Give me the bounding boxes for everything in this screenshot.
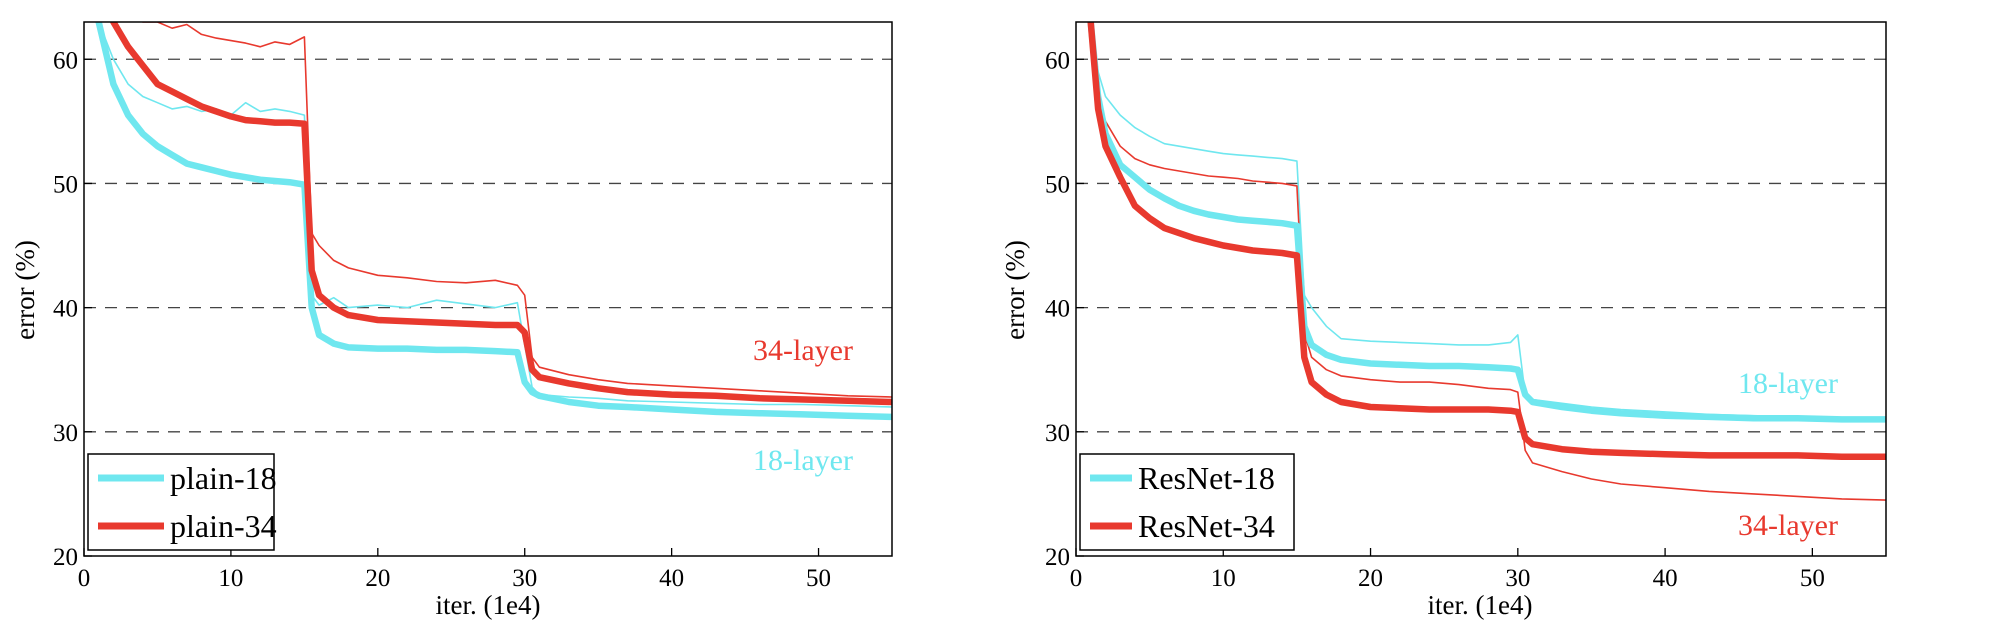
left-legend-label-plain-34: plain-34 [170,508,277,544]
left-y-tick-label-20: 20 [53,544,78,571]
left-plot-frame [83,21,893,557]
right-x-tick-label-10: 10 [1211,565,1236,592]
left-x-tick-label-10: 10 [218,565,243,592]
right-x-axis-label: iter. (1e4) [1428,590,1533,620]
right-plot-frame [1075,21,1887,557]
left-y-tick-label-50: 50 [53,171,78,198]
right-panel: 20 30 40 50 60 0 10 20 30 40 50 iter. (1e4) error … [1000,21,1887,620]
right-grid [1076,58,1886,433]
left-legend-label-plain-18: plain-18 [170,460,277,496]
left-panel: 20 30 40 50 60 0 10 20 30 40 50 iter. (1e4) error … [10,21,893,620]
right-x-tick-label-50: 50 [1800,565,1825,592]
left-annotation-34-layer: 34-layer [753,334,853,367]
right-series-thin-3-line [1089,22,1886,501]
left-series-plain-34-line [110,22,892,406]
left-y-tick-label-60: 60 [53,47,78,74]
left-x-tick-label-40: 40 [659,565,684,592]
left-x-tick-label-20: 20 [365,565,390,592]
left-y-tick-label-40: 40 [53,296,78,323]
right-y-tick-label-40: 40 [1045,296,1070,323]
right-y-tick-label-50: 50 [1045,171,1070,198]
right-y-tick-label-30: 30 [1045,420,1070,447]
left-ticks: 20 30 40 50 60 0 10 20 30 40 50 [53,47,831,592]
right-x-tick-label-20: 20 [1358,565,1383,592]
right-ticks: 20 30 40 50 60 0 10 20 30 40 50 [1045,47,1825,592]
left-series-thin-3-line [142,22,892,398]
left-series-plain-18-line [95,22,892,421]
left-y-tick-label-30: 30 [53,420,78,447]
left-x-tick-label-30: 30 [512,565,537,592]
right-y-tick-label-60: 60 [1045,47,1070,74]
left-x-tick-label-0: 0 [78,565,91,592]
right-annotation-34-layer: 34-layer [1738,509,1838,542]
left-legend: plain-18 plain-34 [87,453,277,551]
right-legend-box [1079,453,1295,551]
left-series-layer [95,22,892,421]
left-grid [84,58,892,433]
right-x-tick-label-30: 30 [1505,565,1530,592]
right-legend-label-resnet-18: ResNet-18 [1138,460,1275,496]
right-y-axis-label: error (%) [1000,240,1030,340]
right-x-tick-label-40: 40 [1653,565,1678,592]
left-x-tick-label-50: 50 [806,565,831,592]
left-series-thin-2-line [97,22,892,408]
right-legend: ResNet-18 ResNet-34 [1079,453,1295,551]
right-legend-label-resnet-34: ResNet-34 [1138,508,1275,544]
right-series-resnet-18-line [1087,22,1886,423]
right-series-layer [1087,22,1886,501]
right-annotation-18-layer: 18-layer [1738,367,1838,400]
left-annotation-18-layer: 18-layer [753,444,853,477]
right-series-resnet-34-line [1087,22,1886,460]
left-legend-box [87,453,275,551]
left-x-axis-label: iter. (1e4) [436,590,541,620]
right-x-tick-label-0: 0 [1070,565,1083,592]
right-series-thin-2-line [1089,22,1886,421]
left-y-axis-label: error (%) [10,240,40,340]
right-y-tick-label-20: 20 [1045,544,1070,571]
